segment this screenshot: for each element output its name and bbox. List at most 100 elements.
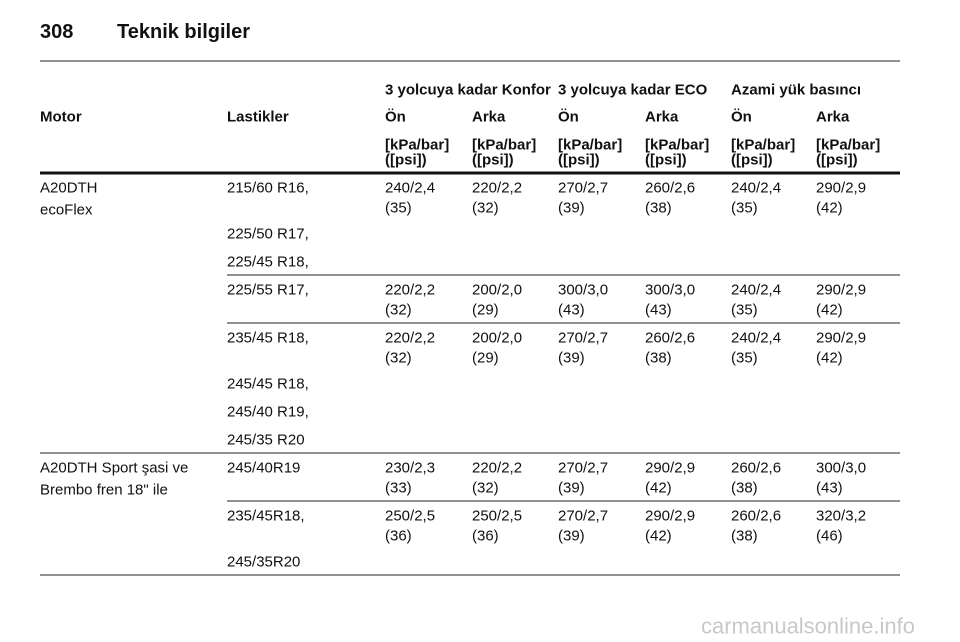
pressure: (42)	[645, 480, 672, 497]
pressure: (35)	[731, 200, 758, 217]
pressure: 250/2,5	[385, 508, 435, 525]
unit-label: ([psi])	[558, 152, 600, 169]
pressure: (36)	[385, 528, 412, 545]
tyre: 245/40 R19,	[227, 404, 309, 421]
pressure: (42)	[816, 302, 843, 319]
pressure: 300/3,0	[816, 460, 866, 477]
pressure: 290/2,9	[645, 508, 695, 525]
pressure: (42)	[645, 528, 672, 545]
pressure: (32)	[385, 350, 412, 367]
unit-label: [kPa/bar]	[645, 137, 709, 154]
pressure: 240/2,4	[731, 180, 781, 197]
unit-label: [kPa/bar]	[816, 137, 880, 154]
unit-label: [kPa/bar]	[558, 137, 622, 154]
pressure: (29)	[472, 350, 499, 367]
pressure: 290/2,9	[816, 180, 866, 197]
pressure: 220/2,2	[472, 180, 522, 197]
pressure: (35)	[385, 200, 412, 217]
pressure: 260/2,6	[645, 330, 695, 347]
pressure: 290/2,9	[645, 460, 695, 477]
pressure: (35)	[731, 350, 758, 367]
pressure: (38)	[731, 480, 758, 497]
pressure: (43)	[645, 302, 672, 319]
pressure: 260/2,6	[731, 460, 781, 477]
pressure: (32)	[472, 480, 499, 497]
pressure: (43)	[558, 302, 585, 319]
column-header: Arka	[816, 109, 850, 126]
pressure: (42)	[816, 350, 843, 367]
pressure: (29)	[472, 302, 499, 319]
pressure: 270/2,7	[558, 460, 608, 477]
unit-label: [kPa/bar]	[731, 137, 795, 154]
motor: ecoFlex	[40, 202, 93, 219]
page-title: Teknik bilgiler	[117, 21, 250, 43]
unit-label: ([psi])	[385, 152, 427, 169]
tyre: 225/50 R17,	[227, 226, 309, 243]
pressure: 290/2,9	[816, 330, 866, 347]
unit-label: [kPa/bar]	[472, 137, 536, 154]
group-header: 3 yolcuya kadar ECO	[558, 82, 708, 99]
pressure: 270/2,7	[558, 180, 608, 197]
tyre: 235/45R18,	[227, 508, 305, 525]
pressure: 260/2,6	[731, 508, 781, 525]
pressure: 220/2,2	[385, 330, 435, 347]
column-header: Ön	[385, 109, 406, 126]
unit-label: ([psi])	[816, 152, 858, 169]
pressure: 290/2,9	[816, 282, 866, 299]
pressure: (38)	[645, 350, 672, 367]
pressure: (46)	[816, 528, 843, 545]
pressure: 300/3,0	[558, 282, 608, 299]
page-number: 308	[40, 21, 73, 43]
pressure: 230/2,3	[385, 460, 435, 477]
pressure: 240/2,4	[731, 282, 781, 299]
pressure: 220/2,2	[472, 460, 522, 477]
pressure: 320/3,2	[816, 508, 866, 525]
pressure: (43)	[816, 480, 843, 497]
pressure: (32)	[385, 302, 412, 319]
pressure: 240/2,4	[385, 180, 435, 197]
column-header: Ön	[558, 109, 579, 126]
pressure: (39)	[558, 528, 585, 545]
column-header: Arka	[472, 109, 506, 126]
tyre: 245/45 R18,	[227, 376, 309, 393]
pressure: (33)	[385, 480, 412, 497]
tyre: 225/45 R18,	[227, 254, 309, 271]
unit-label: ([psi])	[472, 152, 514, 169]
unit-label: ([psi])	[731, 152, 773, 169]
tyre: 245/35 R20	[227, 432, 305, 449]
motor: Brembo fren 18" ile	[40, 482, 168, 499]
tyre: 225/55 R17,	[227, 282, 309, 299]
motor: A20DTH Sport şasi ve	[40, 460, 188, 477]
pressure: 270/2,7	[558, 508, 608, 525]
tyre: 245/35R20	[227, 554, 300, 571]
pressure: 220/2,2	[385, 282, 435, 299]
pressure: (36)	[472, 528, 499, 545]
column-header: Motor	[40, 109, 82, 126]
pressure: 300/3,0	[645, 282, 695, 299]
pressure: (32)	[472, 200, 499, 217]
pressure: 260/2,6	[645, 180, 695, 197]
pressure: 200/2,0	[472, 282, 522, 299]
unit-label: ([psi])	[645, 152, 687, 169]
pressure: 250/2,5	[472, 508, 522, 525]
pressure: 200/2,0	[472, 330, 522, 347]
pressure: (39)	[558, 480, 585, 497]
pressure: 270/2,7	[558, 330, 608, 347]
column-header: Lastikler	[227, 109, 289, 126]
watermark: carmanualsonline.info	[701, 614, 915, 639]
group-header: 3 yolcuya kadar Konfor	[385, 82, 551, 99]
tyre: 215/60 R16,	[227, 180, 309, 197]
pressure: (35)	[731, 302, 758, 319]
pressure: (38)	[645, 200, 672, 217]
pressure: 240/2,4	[731, 330, 781, 347]
pressure: (38)	[731, 528, 758, 545]
motor: A20DTH	[40, 180, 98, 197]
column-header: Ön	[731, 109, 752, 126]
tyre: 245/40R19	[227, 460, 300, 477]
unit-label: [kPa/bar]	[385, 137, 449, 154]
tyre: 235/45 R18,	[227, 330, 309, 347]
pressure: (39)	[558, 200, 585, 217]
pressure: (42)	[816, 200, 843, 217]
pressure: (39)	[558, 350, 585, 367]
